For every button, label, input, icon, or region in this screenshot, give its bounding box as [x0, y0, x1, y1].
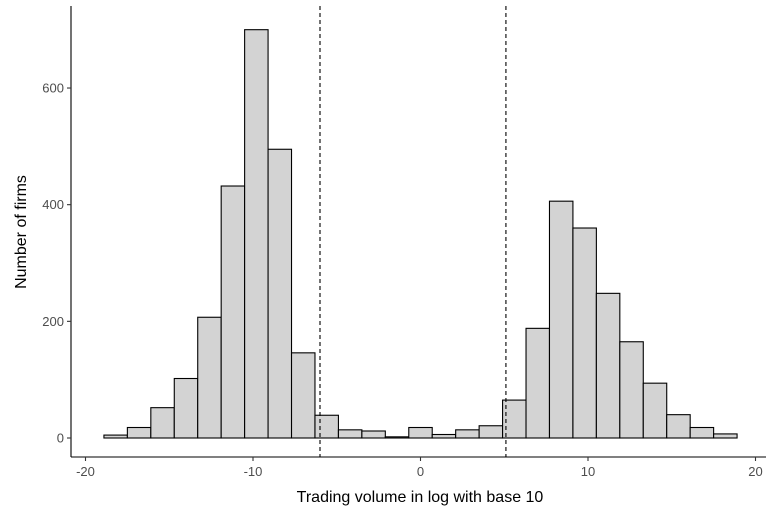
x-axis-title: Trading volume in log with base 10 — [297, 489, 544, 506]
y-tick-label: 200 — [42, 314, 64, 329]
histogram-bar-23 — [642, 382, 668, 439]
histogram-bar-26 — [713, 433, 738, 439]
x-axis-ticks: -20 -10 0 10 20 — [76, 457, 763, 479]
x-tick-label: 0 — [417, 464, 424, 479]
y-tick-label: 400 — [42, 197, 64, 212]
histogram-bar-2 — [150, 407, 175, 439]
histogram-bar-21 — [595, 292, 621, 439]
histogram-bar-10 — [337, 429, 363, 439]
histogram-bar-20 — [572, 227, 597, 439]
histogram-bar-22 — [619, 341, 644, 439]
histogram-bar-11 — [361, 430, 386, 439]
histogram-bar-15 — [455, 429, 480, 439]
histogram-bar-16 — [478, 425, 504, 439]
histogram-bar-12 — [384, 436, 410, 439]
histogram-bars — [103, 29, 738, 439]
histogram-bar-9 — [314, 414, 339, 439]
histogram-bar-6 — [244, 29, 269, 439]
histogram-bar-5 — [220, 185, 246, 439]
histogram-bar-3 — [173, 377, 199, 439]
histogram-bar-0 — [103, 434, 128, 439]
histogram-bar-24 — [666, 414, 691, 439]
histogram-bar-8 — [290, 352, 316, 439]
histogram-bar-1 — [126, 426, 152, 439]
x-tick-label: -20 — [76, 464, 95, 479]
histogram-bar-13 — [408, 426, 433, 439]
y-tick-label: 0 — [57, 431, 64, 446]
reference-lines — [319, 6, 507, 457]
histogram-bar-25 — [689, 426, 715, 439]
x-tick-label: 10 — [581, 464, 595, 479]
x-tick-label: -10 — [244, 464, 263, 479]
histogram-bar-7 — [267, 148, 293, 439]
histogram-bar-18 — [525, 327, 551, 439]
histogram-bar-19 — [548, 200, 574, 439]
histogram-bar-4 — [197, 316, 222, 439]
y-tick-label: 600 — [42, 81, 64, 96]
y-axis-title: Number of firms — [13, 175, 30, 289]
histogram-bar-14 — [431, 433, 457, 439]
x-tick-label: 20 — [748, 464, 762, 479]
y-axis-ticks: 0 200 400 600 — [42, 81, 71, 446]
